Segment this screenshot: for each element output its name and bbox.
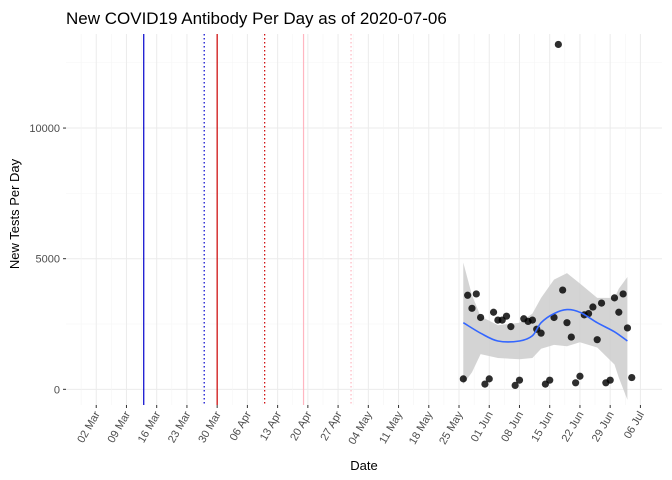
data-point xyxy=(485,375,493,383)
y-tick-label: 10000 xyxy=(29,123,60,135)
data-point xyxy=(597,299,606,307)
y-axis-title: New Tests Per Day xyxy=(7,158,22,269)
data-point xyxy=(459,375,467,383)
data-point xyxy=(502,312,511,320)
data-point xyxy=(589,303,597,311)
data-point xyxy=(572,379,580,387)
data-point xyxy=(563,319,571,327)
data-point xyxy=(628,373,636,382)
data-point xyxy=(528,316,537,324)
data-point xyxy=(468,304,476,312)
smooth-line xyxy=(462,308,628,343)
data-point xyxy=(567,333,575,341)
data-point xyxy=(610,294,619,302)
data-point xyxy=(593,336,601,344)
reference-lines xyxy=(143,34,352,405)
data-point xyxy=(511,381,519,390)
data-point xyxy=(619,290,627,298)
data-point xyxy=(615,308,623,316)
data-point xyxy=(477,313,485,322)
data-points xyxy=(459,40,636,390)
data-point xyxy=(606,376,614,384)
chart-title: New COVID19 Antibody Per Day as of 2020-… xyxy=(66,9,447,28)
smooth-line-group xyxy=(462,308,628,343)
confidence-band-group xyxy=(463,262,628,400)
data-point xyxy=(481,380,489,388)
confidence-band xyxy=(463,262,628,400)
data-point xyxy=(464,291,472,299)
data-point xyxy=(554,40,562,49)
data-point xyxy=(546,376,554,384)
data-point xyxy=(507,323,515,331)
data-point xyxy=(537,329,545,337)
y-tick-label: 5000 xyxy=(36,254,60,266)
data-point xyxy=(472,290,480,298)
data-point xyxy=(623,324,632,332)
data-point xyxy=(489,308,498,316)
x-axis-title: Date xyxy=(350,458,377,473)
y-axis-ticks: 0 5000 10000 xyxy=(29,123,66,396)
data-point xyxy=(550,313,558,322)
data-point xyxy=(576,372,584,380)
y-tick-label: 0 xyxy=(54,384,60,396)
data-point xyxy=(515,376,524,384)
data-point xyxy=(559,286,567,294)
